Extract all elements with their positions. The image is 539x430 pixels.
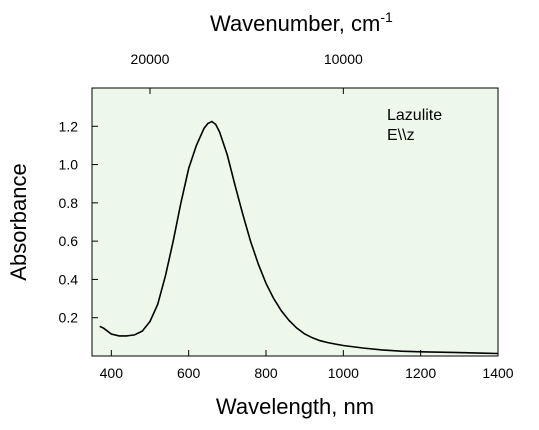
x-axis-title: Wavelength, nm bbox=[216, 394, 374, 419]
x-tick-label: 1400 bbox=[482, 365, 513, 381]
x-tick-label: 800 bbox=[254, 365, 278, 381]
annotation-polarization: E\\z bbox=[387, 127, 415, 144]
absorbance-series-line bbox=[99, 120, 499, 355]
y-axis-title: Absorbance bbox=[6, 163, 31, 280]
x-tick-label: 600 bbox=[177, 365, 201, 381]
top-axis-ticks: 20000 10000 bbox=[131, 51, 363, 94]
plot-area bbox=[91, 87, 499, 357]
y-tick-label: 0.2 bbox=[59, 310, 79, 326]
y-tick-label: 0.4 bbox=[59, 271, 79, 287]
y-tick-label: 0.8 bbox=[59, 195, 79, 211]
y-tick-label: 1.2 bbox=[59, 118, 79, 134]
x-tick-label: 1000 bbox=[328, 365, 359, 381]
y-tick-label: 0.6 bbox=[59, 233, 79, 249]
top-tick-label: 10000 bbox=[324, 51, 363, 67]
top-tick-label: 20000 bbox=[131, 51, 170, 67]
y-tick-label: 1.0 bbox=[59, 157, 79, 173]
x-tick-label: 400 bbox=[100, 365, 124, 381]
bottom-axis-ticks: 400 600 800 1000 1200 1400 bbox=[100, 350, 514, 381]
left-axis-ticks: 0.2 0.4 0.6 0.8 1.0 1.2 bbox=[59, 118, 98, 326]
annotation-mineral: Lazulite bbox=[387, 107, 442, 124]
x-tick-label: 1200 bbox=[405, 365, 436, 381]
top-axis-title: Wavenumber, cm-1 bbox=[210, 9, 393, 36]
